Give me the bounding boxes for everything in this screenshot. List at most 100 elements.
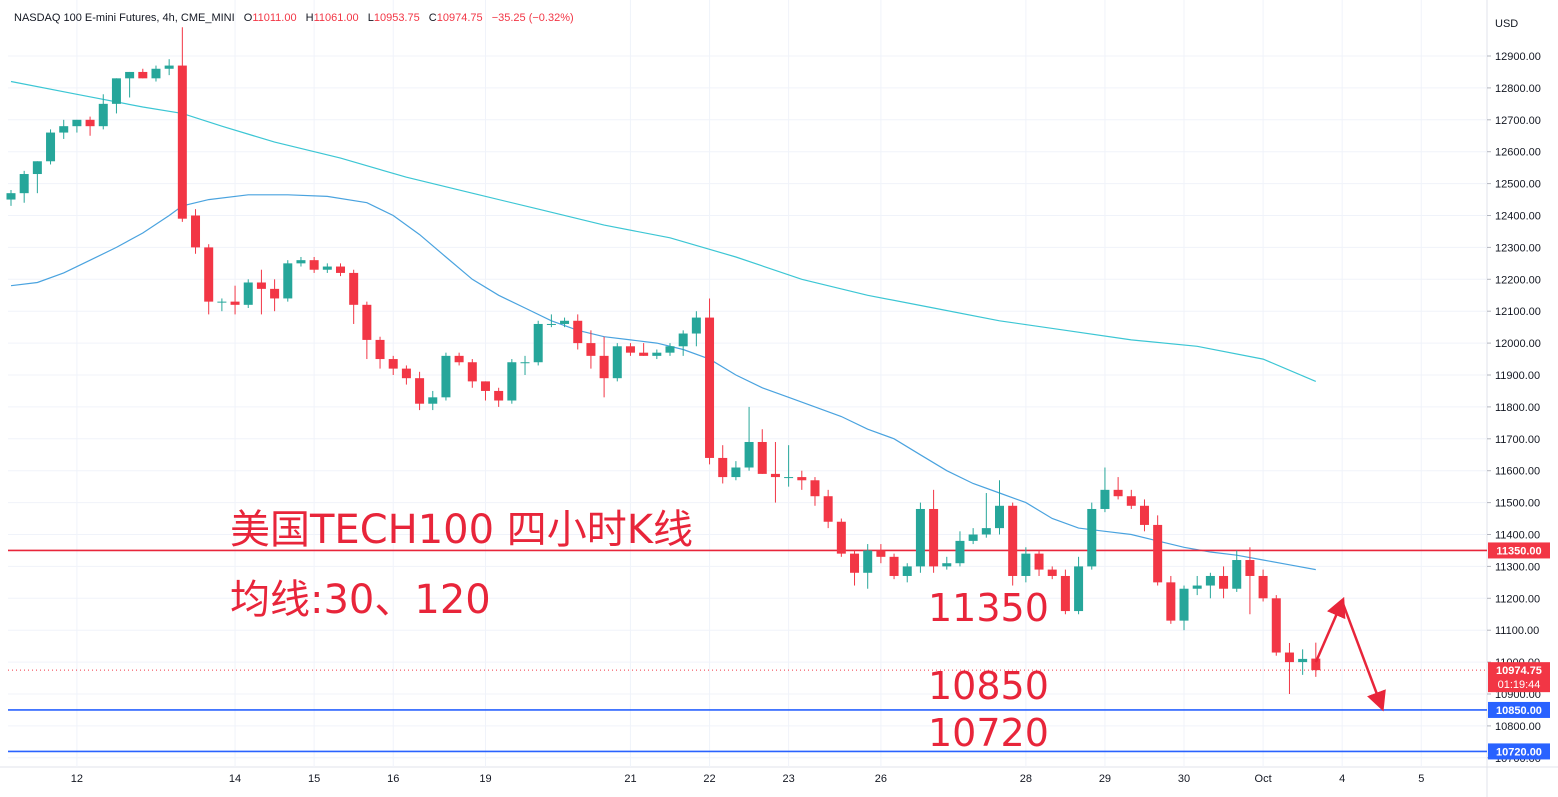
candle-body [823,496,833,522]
candle-body [652,352,662,356]
candle [889,553,899,580]
price-label-10974.75: 10974.75 01:19:44 [1488,662,1550,693]
candle-body [850,553,860,573]
candle-body [533,323,543,363]
candle [441,352,451,401]
candle-body [283,263,293,299]
y-tick-label: 11500.00 [1495,498,1540,510]
price-labels: 11350.00 10974.75 01:19:44 10850.00 10720.00 [1488,542,1550,760]
candle-body [968,534,978,541]
high-label: H [305,12,314,24]
candle-body [1284,652,1294,663]
candle [770,441,780,503]
candle-body [85,119,95,127]
candle [243,279,253,309]
candle [942,556,952,570]
candle-body [705,317,715,458]
y-tick-label: 11100.00 [1495,625,1539,637]
candle [705,298,715,465]
candle-body [995,505,1004,529]
candle-body [1021,553,1031,576]
candle [230,285,240,315]
candle-body [1311,658,1321,671]
candle [1298,649,1308,675]
candle [46,129,56,165]
candle-body [902,566,912,576]
candle-body [1139,505,1149,525]
annotation-level-10720: 10720 [928,711,1049,755]
candle [625,343,635,356]
annotation-level-10850: 10850 [928,664,1049,708]
x-tick-label: 22 [703,773,715,785]
candle-body [375,339,385,360]
candle [797,470,807,490]
price-label-text: 10974.75 [1496,665,1542,677]
candle [546,314,556,328]
x-tick-label: 5 [1418,773,1424,785]
candle-body [151,68,161,79]
candle [151,65,161,82]
candle [823,489,833,529]
candle-body [863,550,873,573]
candle [1087,502,1097,570]
candle-body [401,368,411,379]
candle-body [1271,598,1281,653]
candle-body [586,343,596,356]
y-tick-label: 10800.00 [1495,721,1541,733]
price-label-text: 10850.00 [1496,705,1542,717]
candle-body [1192,585,1202,589]
candle-body [296,260,306,264]
candle [1008,502,1018,586]
candle-body [757,441,767,474]
candle [1192,575,1202,596]
candle [757,429,767,474]
currency-label: USD [1495,18,1518,30]
candle [995,480,1004,535]
candle-body [191,215,201,248]
symbol-label: NASDAQ 100 E-mini Futures, 4h, CME_MINI [14,12,235,24]
candle-body [612,346,622,379]
candle-body [454,355,464,363]
candle [836,518,846,557]
candle [270,279,280,312]
candle-body [46,132,56,162]
annotation-moving-averages: 均线:30、120 [230,577,491,623]
candle [480,381,490,401]
candle-body [784,477,794,479]
y-tick-label: 11400.00 [1495,530,1540,542]
candle-body [336,266,345,273]
candle [665,343,675,356]
candle-body [164,65,174,69]
candle [204,244,214,315]
candle-body [388,359,398,369]
x-tick-label: 28 [1020,773,1032,785]
candle [560,317,570,328]
candle [652,349,662,360]
price-label-10850: 10850.00 [1488,701,1550,718]
y-tick-label: 12500.00 [1495,179,1541,191]
candle-body [1258,575,1268,599]
candle-body [507,362,517,401]
candle [375,336,385,369]
candle [415,371,425,411]
candle [296,256,306,267]
candle-body [1074,566,1084,612]
candle-body [1219,575,1229,589]
candle [573,314,583,350]
candle-body [362,304,372,340]
x-tick-label: 12 [71,773,83,785]
candle-body [520,362,530,364]
candle-body [256,282,266,289]
candle-body [480,381,490,391]
candle-body [32,161,42,175]
candle [177,27,187,222]
candle [1232,550,1242,592]
price-label-box [1488,542,1550,559]
candle [309,256,319,273]
price-label-box [1488,662,1550,693]
x-tick-label: 19 [479,773,491,785]
candle [1139,499,1149,532]
candle [1047,566,1057,580]
